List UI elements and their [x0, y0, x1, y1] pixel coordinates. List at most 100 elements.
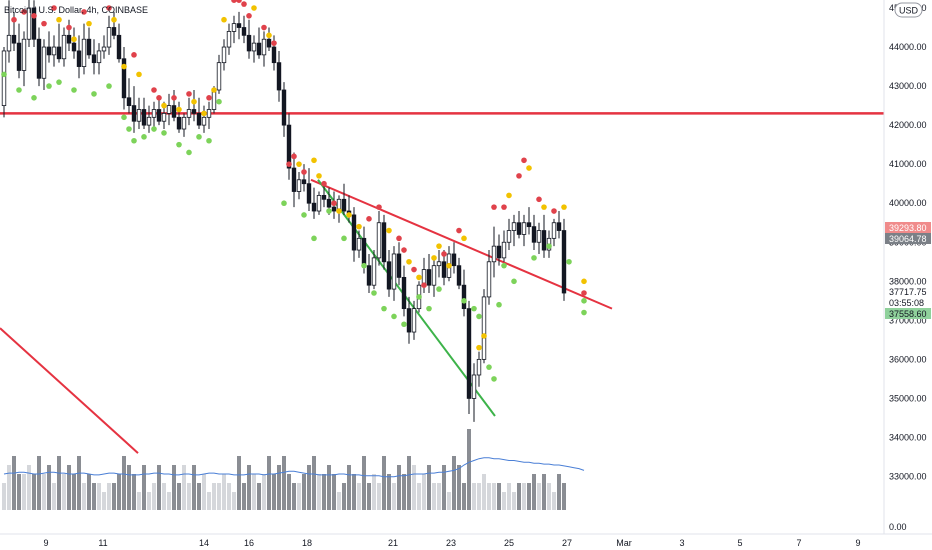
signal-dot-red — [366, 216, 372, 222]
price-tag-label: 39064.78 — [889, 234, 927, 244]
time-tick-label: 11 — [98, 538, 107, 548]
price-tick-label: 42000.00 — [889, 120, 927, 130]
candle-body — [11, 34, 17, 44]
price-tick-label: 35000.00 — [889, 393, 927, 403]
volume-bar — [367, 483, 371, 510]
signal-dot-red — [501, 204, 507, 210]
volume-bar — [292, 483, 296, 510]
signal-dot-red — [401, 247, 407, 253]
signal-dot-yellow — [136, 71, 142, 78]
signal-dot-red — [131, 52, 137, 58]
volume-bar — [252, 474, 256, 510]
volume-bar — [532, 474, 536, 510]
volume-bar — [122, 456, 126, 510]
candle-body — [161, 113, 167, 122]
volume-bar — [277, 465, 281, 510]
volume-bar — [87, 474, 91, 510]
volume-bar — [32, 474, 36, 510]
price-tick-label: 33000.00 — [889, 472, 927, 482]
volume-bar — [427, 465, 431, 510]
candle-body — [221, 46, 227, 64]
currency-pill-outline — [894, 2, 923, 18]
volume-bar — [322, 474, 326, 510]
candle-body — [51, 46, 57, 56]
volume-bar — [457, 465, 461, 510]
volume-bar — [257, 483, 261, 510]
signal-dot-yellow — [86, 20, 92, 27]
volume-bar — [517, 483, 521, 510]
volume-bar — [182, 465, 186, 510]
candle-body — [166, 105, 172, 114]
volume-bar — [392, 483, 396, 510]
signal-dot-green — [311, 235, 317, 242]
volume-bar — [67, 465, 71, 510]
signal-dot-green — [281, 200, 287, 207]
signal-dot-green — [476, 313, 482, 320]
volume-bar — [107, 483, 111, 510]
candle-body — [241, 27, 247, 36]
signal-dot-red — [581, 290, 587, 296]
candle-body — [481, 296, 487, 360]
signal-dot-green — [16, 87, 22, 93]
candle-body — [551, 222, 557, 239]
candle-body — [536, 230, 542, 243]
signal-dot-red — [551, 208, 557, 214]
signal-dot-yellow — [176, 106, 182, 113]
volume-bar — [562, 483, 566, 510]
price-tag-label: 37717.75 — [889, 287, 927, 297]
signal-dot-red — [261, 24, 267, 31]
volume-bar — [502, 492, 506, 510]
signal-dot-green — [566, 258, 572, 265]
volume-bar — [352, 474, 356, 510]
volume-bar — [47, 465, 51, 510]
signal-dot-green — [141, 134, 147, 140]
signal-dot-green — [301, 212, 307, 218]
signal-dot-yellow — [416, 274, 422, 281]
candle-body — [496, 245, 502, 259]
time-axis[interactable]: 9 11 14 16 18 21 23 25 27 Mar 3 5 7 9 — [43, 538, 860, 548]
volume-bar — [62, 474, 66, 510]
volume-bar — [542, 474, 546, 510]
currency-pill[interactable]: USD — [894, 2, 923, 18]
price-tick-label: 44000.00 — [889, 42, 927, 52]
signal-dot-red — [66, 24, 72, 31]
candle-body — [306, 183, 312, 204]
time-tick-label: 16 — [244, 538, 254, 548]
candle-body — [246, 34, 252, 52]
candle-body — [331, 206, 337, 212]
time-tick-label: 7 — [796, 538, 801, 548]
signal-dot-yellow — [201, 110, 207, 117]
candle-body — [171, 105, 177, 118]
signal-dot-red — [491, 204, 497, 210]
candle-body — [441, 261, 447, 278]
candle-body — [461, 284, 467, 310]
volume-bar — [357, 483, 361, 510]
support-trend-line — [317, 179, 496, 417]
signal-dot-red — [246, 13, 252, 19]
signal-dot-red — [411, 266, 417, 273]
signal-dot-red — [441, 251, 447, 257]
volume-bar — [72, 474, 76, 510]
signal-dot-green — [176, 141, 182, 148]
signal-dot-green — [1, 71, 7, 78]
signal-dot-red — [106, 5, 112, 11]
volume-bar — [512, 492, 516, 510]
signal-dot-green — [161, 130, 167, 136]
candle-body — [186, 109, 192, 118]
signal-dot-green — [371, 290, 377, 296]
candle-body — [401, 276, 407, 310]
signal-dot-yellow — [296, 161, 302, 167]
candle-body — [286, 124, 292, 169]
candles[interactable] — [1, 0, 567, 422]
signal-dot-green — [546, 243, 552, 249]
candle-body — [126, 97, 132, 107]
signal-dot-green — [581, 298, 587, 304]
volume-bar — [382, 456, 386, 510]
signal-dot-yellow — [211, 87, 217, 93]
volume-bar — [312, 456, 316, 510]
volume-bar — [407, 456, 411, 510]
signal-dot-yellow — [506, 192, 512, 199]
volume-bar — [527, 483, 531, 510]
